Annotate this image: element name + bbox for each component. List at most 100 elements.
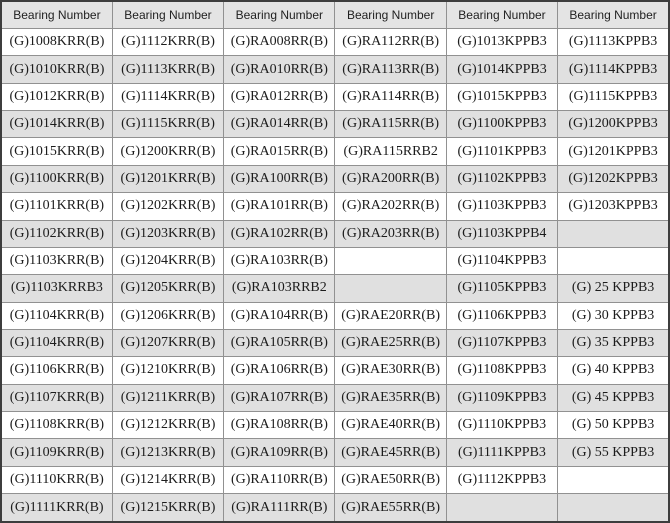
table-cell: (G)1215KRR(B)	[111, 493, 225, 523]
table-cell: (G)RAE25RR(B)	[334, 328, 447, 358]
table-cell: (G) 50 KPPB3	[557, 411, 670, 440]
table-cell: (G)1202KPPB3	[557, 164, 670, 194]
table-cell: (G)1106KRR(B)	[0, 356, 113, 385]
header-row: Bearing Number Bearing Number Bearing Numb…	[0, 0, 670, 29]
table-cell	[334, 246, 447, 276]
table-cell: (G)RA110RR(B)	[223, 465, 336, 495]
table-cell: (G)1103KPPB3	[445, 192, 559, 221]
table-cell: (G)1102KRR(B)	[0, 219, 113, 248]
table-cell: (G)1213KRR(B)	[111, 438, 225, 467]
table-cell: (G)1013KPPB3	[445, 27, 559, 57]
column-header: Bearing Number	[445, 0, 559, 29]
table-cell: (G)1103KRR(B)	[0, 246, 113, 276]
table-cell: (G)1211KRR(B)	[111, 383, 225, 413]
table-cell: (G)RA200RR(B)	[334, 164, 447, 194]
table-cell: (G)RA108RR(B)	[223, 411, 336, 440]
table-cell: (G)1015KRR(B)	[0, 137, 113, 166]
table-cell: (G)1214KRR(B)	[111, 465, 225, 495]
table-row: (G)1008KRR(B) (G)1112KRR(B) (G)RA008RR(B)(…	[0, 27, 670, 57]
table-cell: (G) 55 KPPB3	[557, 438, 670, 467]
table-cell: (G)RA203RR(B)	[334, 219, 447, 248]
table-cell: (G)RA111RR(B)	[223, 493, 336, 523]
table-cell: (G)RA008RR(B)	[223, 27, 336, 57]
table-cell: (G)1206KRR(B)	[111, 301, 225, 330]
table-cell: (G)1104KPPB3	[445, 246, 559, 276]
table-cell: (G)1111KRR(B)	[0, 493, 113, 523]
table-cell	[557, 219, 670, 248]
table-header: Bearing Number Bearing Number Bearing Numb…	[0, 0, 670, 29]
table-cell: (G)1112KPPB3	[445, 465, 559, 495]
table-cell: (G)RA014RR(B)	[223, 110, 336, 139]
table-cell: (G)1100KRR(B)	[0, 164, 113, 194]
table-cell: (G)1210KRR(B)	[111, 356, 225, 385]
table-row: (G)1110KRR(B) (G)1214KRR(B) (G)RA110RR(B)(…	[0, 465, 670, 495]
table-cell: (G)RA112RR(B)	[334, 27, 447, 57]
table-cell: (G)1203KRR(B)	[111, 219, 225, 248]
table-cell: (G)1212KRR(B)	[111, 411, 225, 440]
column-header: Bearing Number	[111, 0, 225, 29]
table-cell: (G)1200KPPB3	[557, 110, 670, 139]
table-row: (G)1100KRR(B) (G)1201KRR(B) (G)RA100RR(B)(…	[0, 164, 670, 194]
table-cell: (G)1109KPPB3	[445, 383, 559, 413]
table-cell: (G)1207KRR(B)	[111, 328, 225, 358]
column-header: Bearing Number	[223, 0, 336, 29]
table-cell: (G)1105KPPB3	[445, 274, 559, 303]
table-cell: (G)1008KRR(B)	[0, 27, 113, 57]
table-cell: (G)1205KRR(B)	[111, 274, 225, 303]
table-cell: (G)RAE30RR(B)	[334, 356, 447, 385]
table-cell: (G)1108KRR(B)	[0, 411, 113, 440]
table-cell: (G)1101KRR(B)	[0, 192, 113, 221]
table-cell: (G) 45 KPPB3	[557, 383, 670, 413]
table-cell: (G)1111KPPB3	[445, 438, 559, 467]
table-cell: (G)1201KPPB3	[557, 137, 670, 166]
table-cell: (G)1104KRR(B)	[0, 301, 113, 330]
table-cell: (G)RA012RR(B)	[223, 82, 336, 112]
table-cell: (G)RA015RR(B)	[223, 137, 336, 166]
table-cell: (G)RA101RR(B)	[223, 192, 336, 221]
table-cell: (G)1203KPPB3	[557, 192, 670, 221]
table-cell: (G)1202KRR(B)	[111, 192, 225, 221]
table-row: (G)1104KRR(B) (G)1207KRR(B) (G)RA105RR(B)(…	[0, 328, 670, 358]
table-row: (G)1107KRR(B) (G)1211KRR(B) (G)RA107RR(B)(…	[0, 383, 670, 413]
table-cell: (G)RA104RR(B)	[223, 301, 336, 330]
table-cell: (G)1101KPPB3	[445, 137, 559, 166]
table-cell	[557, 465, 670, 495]
table-cell: (G)RAE35RR(B)	[334, 383, 447, 413]
table-cell: (G)1010KRR(B)	[0, 55, 113, 84]
table-row: (G)1014KRR(B) (G)1115KRR(B) (G)RA014RR(B)(…	[0, 110, 670, 139]
table-cell: (G)1014KRR(B)	[0, 110, 113, 139]
table-cell: (G)RAE50RR(B)	[334, 465, 447, 495]
table-cell: (G)1200KRR(B)	[111, 137, 225, 166]
table-cell: (G)RA010RR(B)	[223, 55, 336, 84]
table-cell: (G)RA105RR(B)	[223, 328, 336, 358]
table-cell: (G)RA100RR(B)	[223, 164, 336, 194]
table-cell: (G)RAE40RR(B)	[334, 411, 447, 440]
table-cell: (G)RA102RR(B)	[223, 219, 336, 248]
table-cell: (G)RA113RR(B)	[334, 55, 447, 84]
table-cell	[557, 493, 670, 523]
table-cell: (G)1114KRR(B)	[111, 82, 225, 112]
table-cell: (G)RA115RR(B)	[334, 110, 447, 139]
table-cell: (G)1107KRR(B)	[0, 383, 113, 413]
table-cell: (G)1112KRR(B)	[111, 27, 225, 57]
table-cell: (G)1012KRR(B)	[0, 82, 113, 112]
table-row: (G)1101KRR(B) (G)1202KRR(B) (G)RA101RR(B) (…	[0, 192, 670, 221]
table-cell: (G)1108KPPB3	[445, 356, 559, 385]
table-cell: (G)1103KRRB3	[0, 274, 113, 303]
table-cell: (G)1100KPPB3	[445, 110, 559, 139]
table-body: (G)1008KRR(B) (G)1112KRR(B) (G)RA008RR(B)(…	[0, 27, 670, 523]
table-cell: (G)1103KPPB4	[445, 219, 559, 248]
column-header: Bearing Number	[334, 0, 447, 29]
table-cell: (G)RA107RR(B)	[223, 383, 336, 413]
table-row: (G)1104KRR(B) (G)1206KRR(B) (G)RA104RR(B) (…	[0, 301, 670, 330]
table-row: (G)1102KRR(B) (G)1203KRR(B) (G)RA102RR(B)(…	[0, 219, 670, 248]
table-cell: (G) 40 KPPB3	[557, 356, 670, 385]
table-row: (G)1103KRRB3 (G)1205KRR(B) (G)RA103RRB2 (G)…	[0, 274, 670, 303]
table-cell: (G) 30 KPPB3	[557, 301, 670, 330]
table-row: (G)1106KRR(B) (G)1210KRR(B) (G)RA106RR(B)(…	[0, 356, 670, 385]
table-cell: (G)1113KPPB3	[557, 27, 670, 57]
table-cell	[445, 493, 559, 523]
table-cell: (G)1113KRR(B)	[111, 55, 225, 84]
table-cell: (G)RA103RR(B)	[223, 246, 336, 276]
